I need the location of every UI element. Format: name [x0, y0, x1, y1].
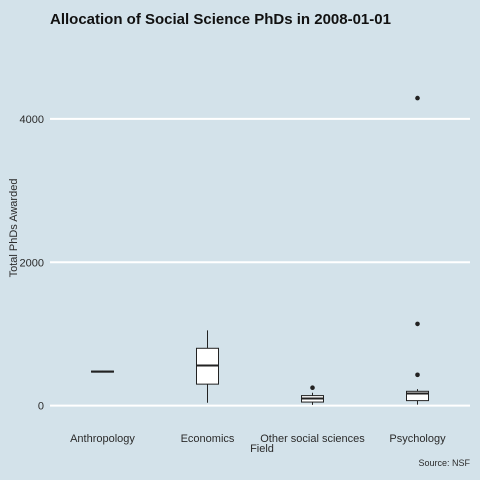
- chart-title: Allocation of Social Science PhDs in 200…: [50, 11, 391, 28]
- y-tick-label: 0: [38, 401, 44, 413]
- outlier-point: [415, 372, 420, 378]
- outlier-point: [415, 95, 420, 101]
- x-tick-label: Psychology: [389, 433, 446, 445]
- box: [406, 390, 429, 402]
- box-group: [196, 330, 219, 403]
- box-group: [91, 370, 114, 373]
- x-tick-labels: Anthropology Economics Other social scienc…: [70, 433, 446, 445]
- y-tick-label: 4000: [20, 114, 44, 126]
- y-tick-labels: 0 2000 4000: [20, 114, 44, 413]
- box-group: [301, 385, 324, 405]
- box-series: [91, 95, 429, 405]
- y-tick-label: 2000: [20, 257, 44, 269]
- grid-lines: [50, 117, 470, 407]
- outlier-point: [310, 385, 315, 391]
- box-group: [406, 95, 429, 405]
- x-tick-label: Economics: [181, 433, 235, 445]
- x-axis-title: Field: [250, 443, 274, 455]
- y-axis-title: Total PhDs Awarded: [8, 179, 20, 278]
- x-tick-label: Other social sciences: [260, 433, 365, 445]
- caption: Source: NSF: [418, 458, 470, 468]
- x-tick-label: Anthropology: [70, 433, 135, 445]
- outlier-point: [415, 321, 420, 327]
